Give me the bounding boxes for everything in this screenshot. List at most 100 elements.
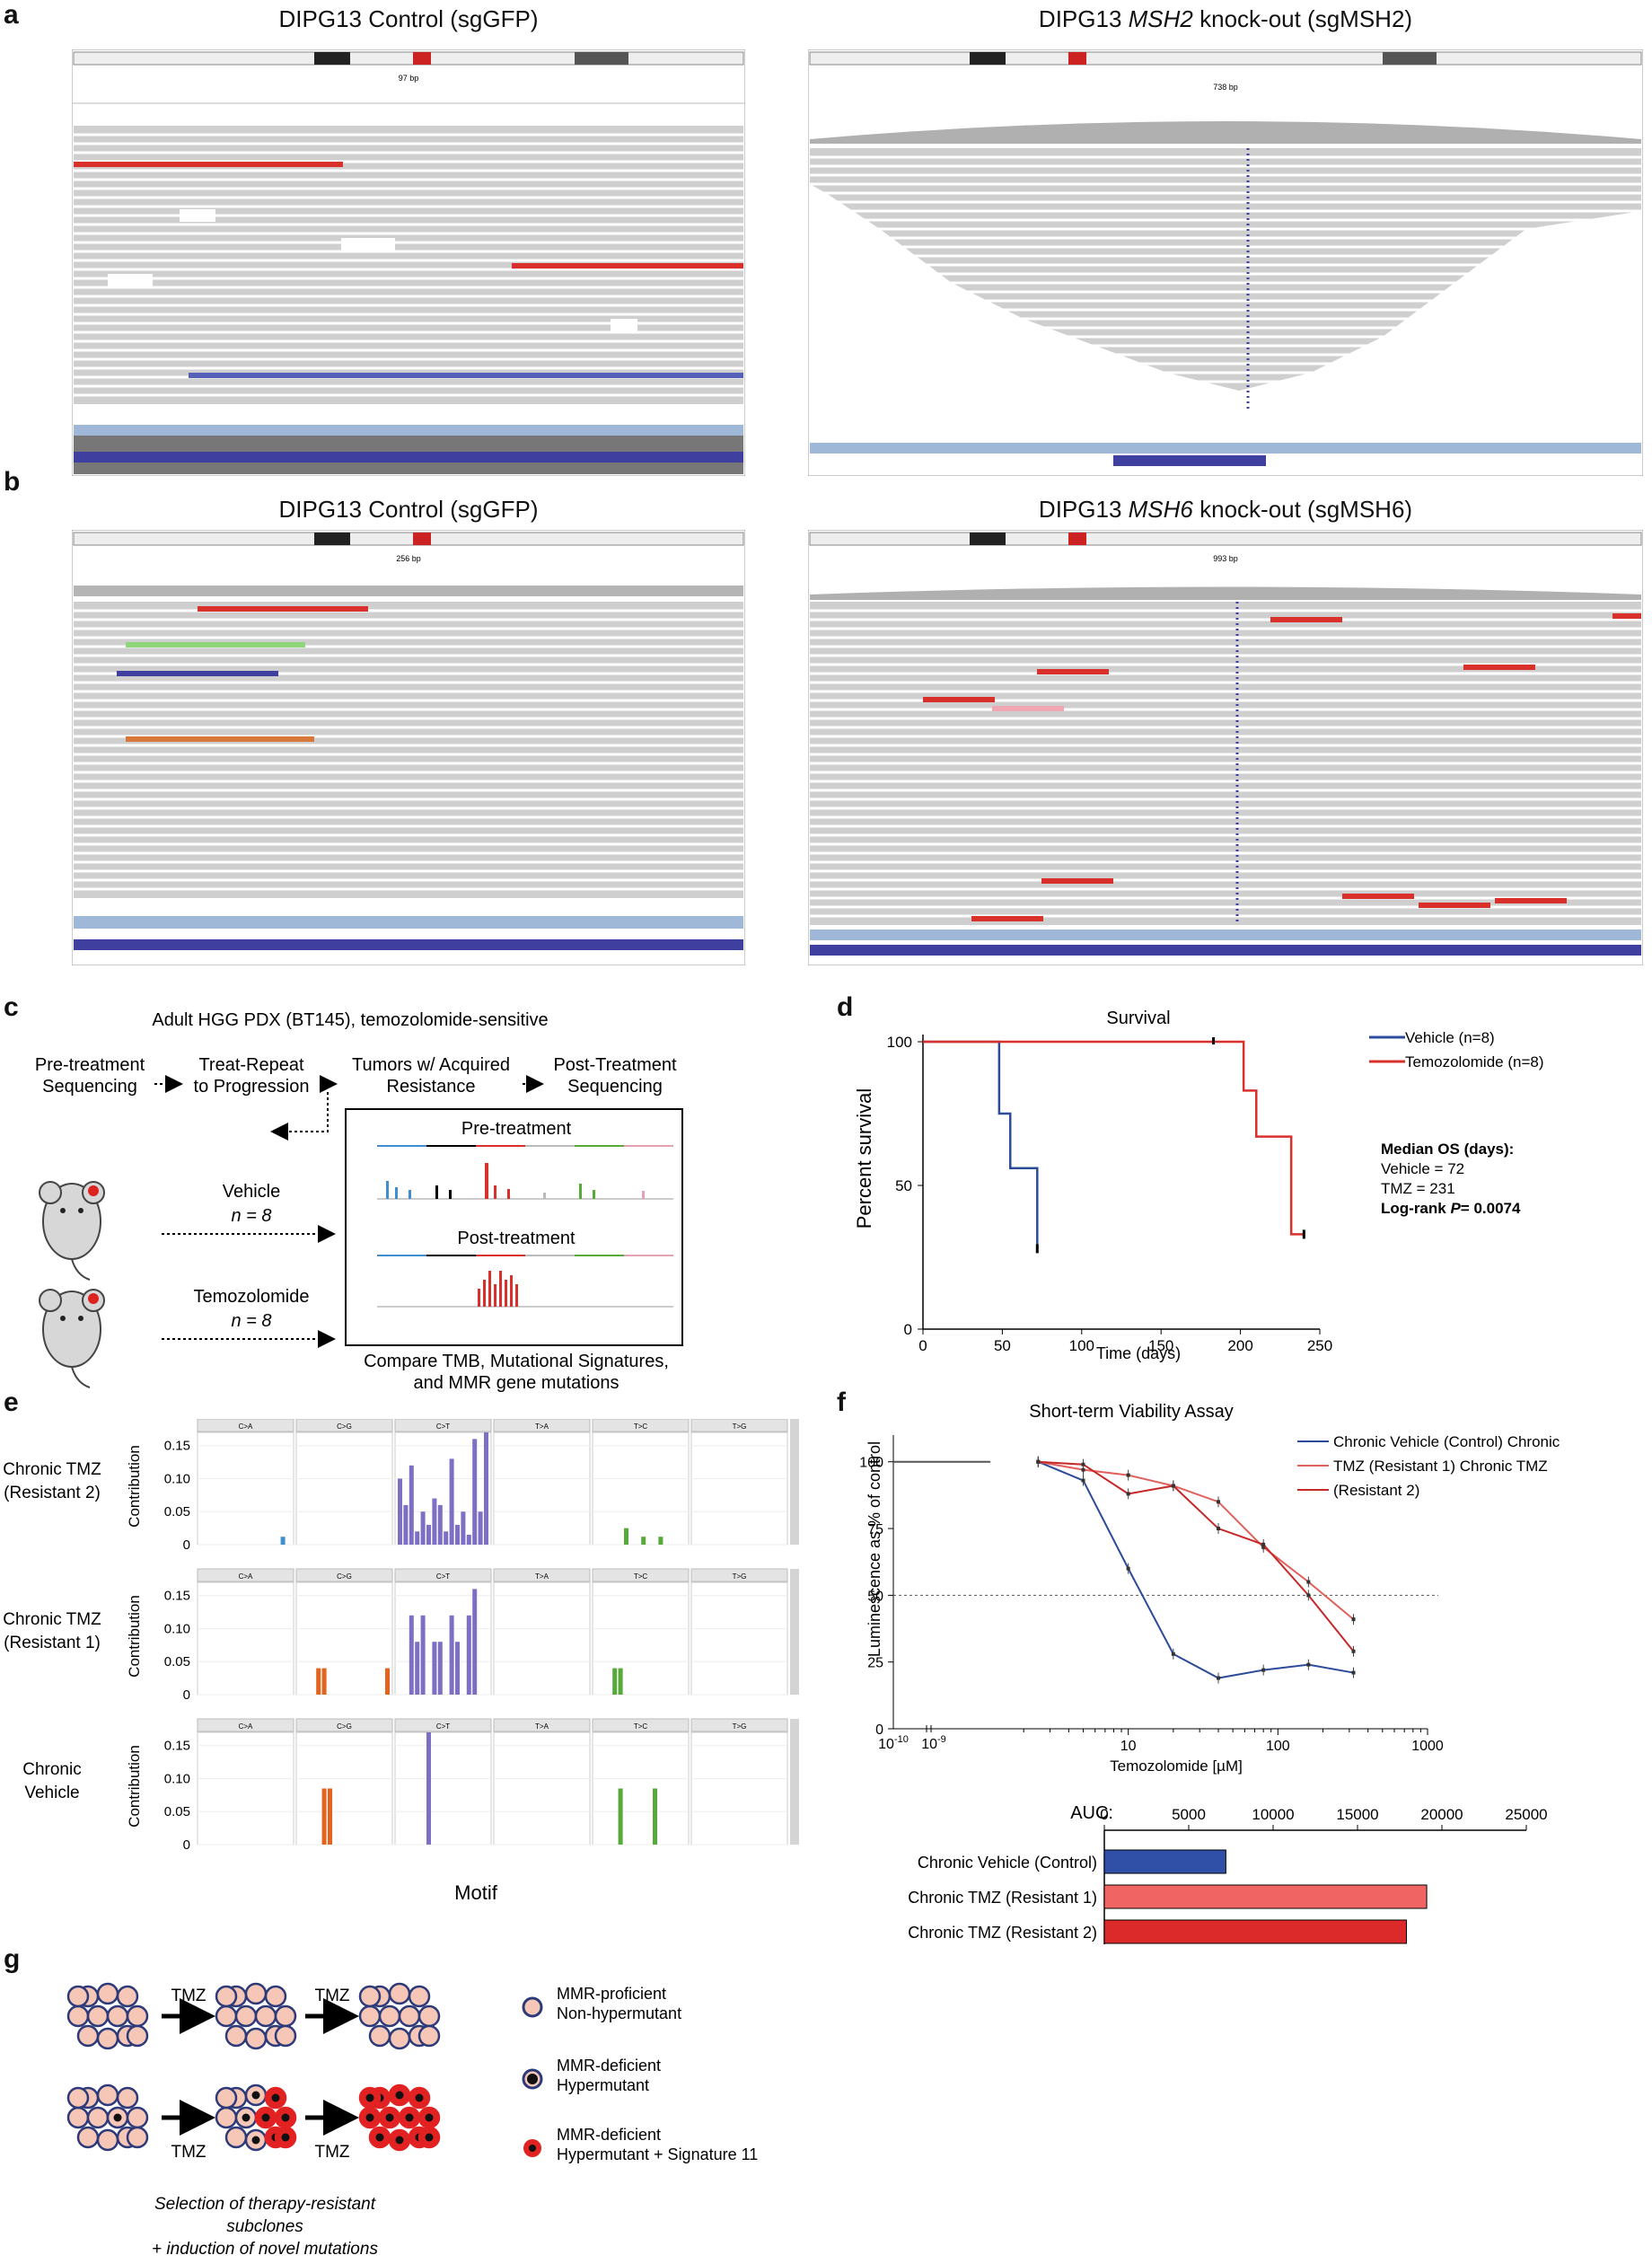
caption: subclones: [226, 2217, 303, 2236]
legend-vehicle: Vehicle (n=8): [1405, 1029, 1495, 1046]
igv-span-label: 993 bp: [1213, 554, 1238, 563]
cell: [116, 1985, 139, 2008]
legend: MMR-proficient Non-hypermutant MMR-defic…: [522, 1985, 758, 2163]
x-tick-label: 10-10: [878, 1734, 909, 1752]
cell: [66, 2004, 90, 2028]
facet-label: C>T: [436, 1572, 450, 1581]
legend-tmz: Temozolomide (n=8): [1405, 1053, 1544, 1070]
x-tick-label: 250: [1307, 1337, 1332, 1354]
row-label: Chronic TMZ: [3, 1610, 101, 1629]
legend-text: Hypermutant: [557, 2076, 649, 2094]
coverage-track: [74, 586, 743, 596]
facet-label: T>A: [535, 1722, 549, 1731]
y-axis-label: Percent survival: [853, 1088, 875, 1229]
data-point: [1217, 1527, 1221, 1531]
y-tick-label: 75: [867, 1522, 883, 1537]
facet-strip: [592, 1718, 690, 1732]
facet-panel: [690, 1731, 788, 1846]
cell-nucleus: [375, 2133, 384, 2142]
signature-bar: [420, 1615, 426, 1695]
cell-nucleus: [242, 2113, 250, 2122]
signature-bar: [403, 1504, 409, 1545]
facet-strip: [197, 1419, 294, 1432]
facet-panel: [592, 1581, 690, 1696]
x-axis-label: Time (days): [1096, 1344, 1181, 1362]
cell-nucleus: [251, 2091, 260, 2100]
igv-b-left-title: DIPG13 Control (sgGFP): [278, 496, 539, 523]
y-tick-label: 100: [859, 1456, 883, 1471]
cell-nucleus: [425, 2133, 434, 2142]
data-point: [1351, 1670, 1356, 1675]
cell: [224, 2024, 248, 2048]
signature-bar: [409, 1615, 414, 1695]
cell: [106, 2004, 129, 2028]
data-point: [1126, 1492, 1130, 1496]
n-label: n = 8: [231, 1311, 271, 1331]
facet-strip: [690, 1419, 788, 1432]
y-tick-label: 0.10: [164, 1771, 190, 1786]
igv-span-label: 97 bp: [399, 74, 419, 83]
x-tick-label: 100: [1069, 1337, 1094, 1354]
y-tick-label: 0: [183, 1837, 190, 1853]
facet-strip: [592, 1568, 690, 1582]
proficient-cell-icon: [522, 1996, 543, 2018]
auc-tick-label: 5000: [1172, 1806, 1206, 1823]
cell-nucleus: [395, 2091, 404, 2100]
signature-bar: [426, 1732, 431, 1845]
y-tick-label: 0.15: [164, 1589, 190, 1604]
y-axis-label: Contribution: [126, 1745, 143, 1828]
cell-nucleus: [385, 2113, 394, 2122]
signature-bar: [472, 1589, 478, 1695]
legend-entry: (Resistant 2): [1333, 1482, 1419, 1499]
cell: [215, 2004, 238, 2028]
cell: [116, 2086, 139, 2110]
panel-label-c: c: [4, 992, 19, 1022]
data-point: [1126, 1473, 1130, 1477]
cell: [96, 2128, 119, 2152]
signature-bar: [449, 1458, 454, 1545]
cell: [76, 2126, 100, 2149]
signature-bar: [618, 1668, 623, 1695]
x-tick-label: 100: [1266, 1739, 1290, 1754]
sequence-track: [74, 916, 743, 929]
data-point: [1217, 1676, 1221, 1680]
signature-row: Chronic Vehicle Contribution 0 0.05 0.10 0.15 C…: [22, 1718, 799, 1853]
step-label: Treat-Repeat: [198, 1055, 304, 1075]
signature-bar: [398, 1478, 402, 1545]
legend-text: MMR-deficient: [557, 2057, 661, 2075]
cell: [388, 1982, 411, 2005]
caption: Selection of therapy-resistant: [154, 2195, 376, 2214]
panel-c-schematic: Adult HGG PDX (BT145), temozolomide-sens…: [35, 1010, 683, 1392]
signature-bar: [316, 1668, 321, 1695]
x-tick-label: 1000: [1411, 1739, 1444, 1754]
cell: [274, 2024, 297, 2048]
facet-strip: [295, 1419, 393, 1432]
auc-chart: AUC: 0 5000 10000 15000 20000 25000 Chronic V…: [908, 1803, 1548, 1944]
data-point: [1351, 1649, 1356, 1653]
facet-strip: [690, 1568, 788, 1582]
facet-strip: [690, 1718, 788, 1732]
legend-text: Non-hypermutant: [557, 2004, 681, 2022]
signature-bar: [612, 1668, 618, 1695]
data-point: [1171, 1484, 1175, 1488]
igv-span-label: 256 bp: [396, 554, 421, 563]
facet-strip: [295, 1718, 393, 1732]
read-stack: [74, 602, 743, 898]
facet-label: C>A: [239, 1572, 253, 1581]
cell: [408, 1985, 431, 2008]
tmz-arrow-label: TMZ: [171, 2143, 206, 2162]
facet-panel: [592, 1731, 690, 1846]
panel-label-d: d: [837, 992, 854, 1022]
row-label: Vehicle: [24, 1784, 79, 1802]
facet-strip: [493, 1718, 591, 1732]
cell: [398, 2004, 421, 2028]
signature-bar: [415, 1642, 420, 1695]
auc-tick-label: 15000: [1336, 1806, 1378, 1823]
cell: [378, 2004, 401, 2028]
facet-label: T>A: [535, 1423, 549, 1431]
signature-bar: [385, 1668, 390, 1695]
data-point: [1261, 1668, 1266, 1672]
cell-nucleus: [415, 2093, 424, 2102]
chart-title: Short-term Viability Assay: [1029, 1402, 1234, 1422]
igv-b-left-view: 256 bp: [72, 530, 745, 965]
